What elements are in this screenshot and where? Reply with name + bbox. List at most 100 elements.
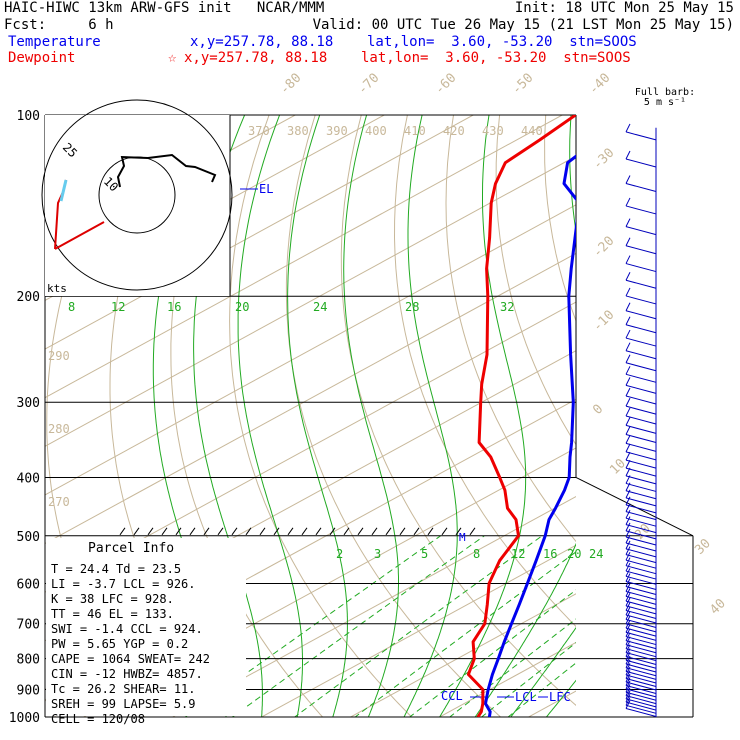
- hodograph-background: [45, 115, 230, 296]
- wind-barb-feather: [625, 426, 631, 435]
- wind-barb: [625, 504, 657, 514]
- isotherm-line: [45, 252, 576, 545]
- wind-barb: [625, 707, 657, 717]
- parcel-info-row: Tc = 26.2 SHEAR= 11.: [51, 682, 196, 696]
- mixing-ratio-line: [480, 642, 576, 717]
- wind-barb: [625, 701, 657, 711]
- isotherm-line: [82, 447, 576, 717]
- wind-barb-feather: [625, 417, 631, 426]
- wind-barb-feather: [625, 218, 631, 227]
- wind-barb-feather: [625, 467, 631, 477]
- wind-barb: [625, 536, 657, 546]
- mixing-ratio-label: 2: [336, 547, 343, 561]
- barb-caption-units: 5 m s⁻¹: [644, 97, 686, 108]
- wind-barb-feather: [625, 606, 631, 616]
- parcel-info-row: T = 24.4 Td = 23.5: [51, 562, 181, 576]
- hatch-mark: [161, 527, 168, 536]
- wind-barb-feather: [625, 377, 631, 386]
- dry-adiabat-label: 420: [443, 124, 465, 138]
- wind-barb: [625, 605, 657, 615]
- wind-barb-feather: [625, 387, 631, 397]
- wind-barb-feather: [625, 677, 631, 686]
- header-init-time: Init: 18 UTC Mon 25 May 15: [514, 0, 734, 16]
- header-valid-time: Valid: 00 UTC Tue 26 May 15 (21 LST Mon …: [312, 17, 734, 33]
- isotherm-label: -50: [509, 71, 536, 98]
- wind-barb: [625, 614, 657, 624]
- moist-adiabat-line: [439, 115, 527, 717]
- melting-level-marker: M: [459, 531, 466, 544]
- dry-adiabat-label: 380: [287, 124, 309, 138]
- moist-adiabat-label: 12: [111, 300, 125, 314]
- dry-adiabat-label: 430: [482, 124, 504, 138]
- hatch-mark: [315, 527, 322, 536]
- wind-barb-feather: [625, 578, 631, 587]
- isotherm-label: -60: [432, 71, 459, 98]
- lfc-marker-label: LFC: [549, 690, 571, 704]
- wind-barb-feather: [625, 663, 631, 672]
- wind-barb: [625, 609, 657, 619]
- wind-barb-feather: [625, 316, 631, 325]
- wind-barb: [625, 405, 657, 415]
- wind-barb-feather: [625, 489, 631, 499]
- moist-adiabat-label: 8: [68, 300, 75, 314]
- legend-dewpoint-star-icon: ☆: [168, 50, 177, 66]
- wind-barb-feather: [625, 175, 631, 184]
- dry-adiabat-line: [684, 115, 740, 730]
- wind-barb-feather: [625, 342, 631, 351]
- hatch-mark: [203, 527, 210, 536]
- wind-barb: [625, 570, 657, 580]
- moist-adiabat-line: [287, 115, 348, 717]
- wind-barb-feather: [625, 397, 631, 407]
- legend-temperature-info: x,y=257.78, 88.18 lat,lon= 3.60, -53.20 …: [190, 34, 637, 50]
- hodograph-units-label: kts: [47, 282, 67, 295]
- wind-barb: [625, 384, 657, 394]
- wind-barb: [625, 131, 657, 141]
- dry-adiabat-label: 440: [521, 124, 543, 138]
- wind-barb: [625, 490, 657, 500]
- isotherm-line: [527, 690, 576, 717]
- wind-barb-feather: [625, 655, 631, 665]
- wind-barb-feather: [625, 687, 631, 696]
- hatch-mark: [469, 527, 476, 536]
- parcel-info-row: CIN = -12 HWBZ= 4857.: [51, 667, 203, 681]
- wind-barb: [625, 226, 657, 236]
- parcel-info-row: SREH = 99 LAPSE= 5.9: [51, 697, 196, 711]
- wind-barb-feather: [625, 255, 631, 264]
- hatch-mark: [259, 527, 266, 536]
- hatch-mark: [301, 527, 308, 536]
- el-marker-label: EL: [259, 182, 273, 196]
- wind-barb: [625, 648, 657, 658]
- isotherm-label: 0: [590, 402, 606, 418]
- wind-barb-feather: [625, 123, 631, 133]
- wind-barb: [625, 655, 657, 665]
- wind-barb-feather: [625, 597, 631, 607]
- isotherm-label: 30: [692, 536, 714, 558]
- mixing-ratio-label: 3: [374, 547, 381, 561]
- wind-barb-feather: [625, 588, 631, 597]
- isotherm-label: -10: [590, 308, 617, 335]
- dry-adiabat-label: 370: [248, 124, 270, 138]
- wind-barb-feather: [625, 640, 631, 649]
- dry-adiabat-line: [0, 115, 39, 730]
- hatch-mark: [273, 527, 280, 536]
- pressure-tick-label: 1000: [9, 711, 40, 726]
- wind-barb-feather: [625, 690, 631, 700]
- wind-barb-feather: [625, 619, 631, 629]
- wind-barb-feather: [625, 615, 631, 625]
- parcel-info-title: Parcel Info: [88, 541, 174, 556]
- wind-barb: [625, 627, 657, 637]
- wind-barb: [625, 467, 657, 477]
- wind-barb-feather: [625, 528, 631, 538]
- hodograph-trace-upper: [116, 153, 217, 188]
- moist-adiabat-label: 32: [500, 300, 514, 314]
- pressure-tick-label: 100: [17, 109, 40, 124]
- isotherm-line: [683, 115, 740, 730]
- wind-barb: [625, 575, 657, 585]
- wind-barb: [625, 310, 657, 320]
- wind-barb: [625, 245, 657, 255]
- wind-barb: [625, 698, 657, 708]
- wind-barb: [625, 663, 657, 673]
- wind-barb: [625, 548, 657, 558]
- wind-barb-feather: [625, 509, 631, 519]
